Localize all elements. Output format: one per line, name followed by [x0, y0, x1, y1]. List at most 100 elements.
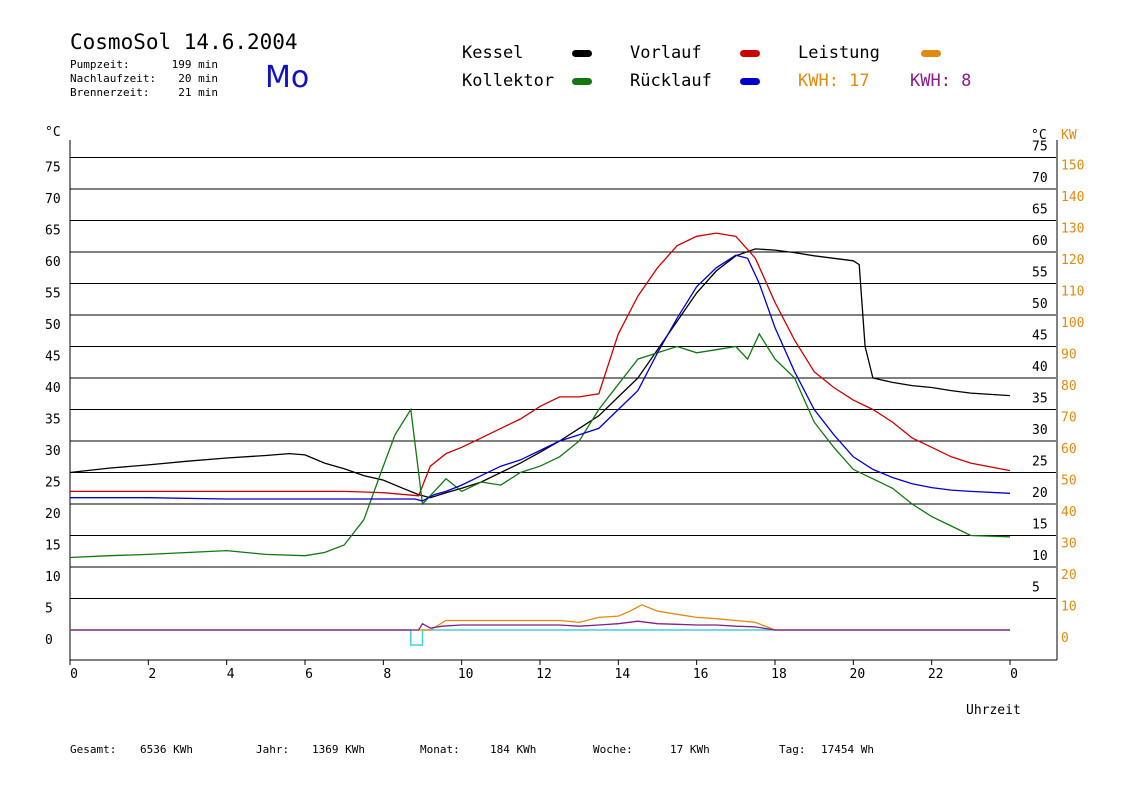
right-kw-tick-label: 140 — [1061, 190, 1084, 205]
right-kw-tick-label: 0 — [1061, 631, 1069, 646]
right-y-tick-label: 65 — [1032, 203, 1048, 218]
right-y-tick-label: 70 — [1032, 171, 1048, 186]
y-tick-label: 10 — [45, 570, 61, 585]
x-tick-label: 16 — [693, 667, 709, 682]
y-tick-label: 30 — [45, 444, 61, 459]
stat-brennerzeit-label: Brennerzeit: — [70, 86, 150, 99]
right-kw-tick-label: 130 — [1061, 222, 1084, 237]
right-kw-tick-label: 20 — [1061, 568, 1077, 583]
legend-kessel-label: Kessel — [462, 43, 524, 63]
right-y-tick-label: 10 — [1032, 549, 1048, 564]
legend-kwh-total: KWH: 17 — [798, 71, 870, 91]
x-tick-label: 10 — [458, 667, 474, 682]
right-kw-tick-label: 60 — [1061, 442, 1077, 457]
stat-nachlaufzeit-value: 20 min — [178, 72, 218, 85]
right-kw-tick-label: 80 — [1061, 379, 1077, 394]
x-tick-label: 8 — [383, 667, 391, 682]
footer-gesamt-value: 6536 KWh — [140, 743, 193, 756]
x-axis-label: Uhrzeit — [966, 703, 1021, 718]
right-kw-tick-label: 30 — [1061, 537, 1077, 552]
x-tick-label: 4 — [227, 667, 235, 682]
y-tick-label: 0 — [45, 633, 53, 648]
right-y-tick-label: 20 — [1032, 486, 1048, 501]
y-tick-label: 25 — [45, 476, 61, 491]
legend-ruecklauf-label: Rücklauf — [630, 71, 712, 91]
right-kw-tick-label: 120 — [1061, 253, 1084, 268]
chart-title: CosmoSol 14.6.2004 — [70, 30, 298, 54]
x-tick-label: 20 — [850, 667, 866, 682]
legend-vorlauf-label: Vorlauf — [630, 43, 702, 63]
y-tick-label: 70 — [45, 192, 61, 207]
y-tick-label: 45 — [45, 350, 61, 365]
right-kw-tick-label: 90 — [1061, 348, 1077, 363]
right-y-tick-label: 25 — [1032, 455, 1048, 470]
legend-kollektor-swatch — [572, 78, 592, 85]
right-kw-tick-label: 100 — [1061, 316, 1084, 331]
footer-woche-label: Woche: — [593, 743, 633, 756]
legend-kessel-swatch — [572, 50, 592, 57]
x-tick-label: 18 — [771, 667, 787, 682]
right-kw-tick-label: 150 — [1061, 159, 1084, 174]
footer-monat-value: 184 KWh — [490, 743, 537, 756]
right-y-tick-label: 45 — [1032, 329, 1048, 344]
footer-gesamt-label: Gesamt: — [70, 743, 117, 756]
y-tick-label: 60 — [45, 255, 61, 270]
right-y-tick-label: 5 — [1032, 581, 1040, 596]
stat-nachlaufzeit-label: Nachlaufzeit: — [70, 72, 157, 85]
legend-vorlauf-swatch — [740, 50, 760, 57]
right-y-tick-label: 55 — [1032, 266, 1048, 281]
right-y-tick-label: 35 — [1032, 392, 1048, 407]
right-y-tick-label: 30 — [1032, 423, 1048, 438]
x-tick-label: 0 — [70, 667, 78, 682]
stat-pumpzeit-label: Pumpzeit: — [70, 58, 130, 71]
series-line-leistung — [70, 604, 1010, 631]
y-tick-label: 55 — [45, 287, 61, 302]
y-tick-label: 40 — [45, 381, 61, 396]
footer-tag-label: Tag: — [779, 743, 806, 756]
stat-pumpzeit-value: 199 min — [171, 58, 218, 71]
footer-jahr-label: Jahr: — [256, 743, 290, 756]
right-kw-tick-label: 10 — [1061, 600, 1077, 615]
footer-jahr-value: 1369 KWh — [312, 743, 365, 756]
y-axis-unit-label: °C — [45, 125, 61, 140]
legend-kwh-secondary: KWH: 8 — [910, 71, 972, 91]
right-axis-unit-label: °C — [1031, 128, 1047, 143]
legend-ruecklauf-swatch — [740, 78, 760, 85]
series-line-kollektor — [69, 332, 1011, 559]
y-tick-label: 15 — [45, 539, 61, 554]
y-tick-label: 50 — [45, 318, 61, 333]
x-tick-label: 0 — [1010, 667, 1018, 682]
legend-kollektor-label: Kollektor — [462, 71, 555, 91]
weekday-label: Mo — [265, 60, 310, 95]
x-tick-label: 2 — [148, 667, 156, 682]
right-kw-tick-label: 40 — [1061, 505, 1077, 520]
right-y-tick-label: 40 — [1032, 360, 1048, 375]
series-line-kessel — [69, 248, 1011, 499]
stat-brennerzeit-value: 21 min — [178, 86, 218, 99]
y-tick-label: 35 — [45, 413, 61, 428]
x-tick-label: 6 — [305, 667, 313, 682]
y-tick-label: 75 — [45, 161, 61, 176]
right-kw-tick-label: 50 — [1061, 474, 1077, 489]
burner-status-line — [70, 629, 1010, 646]
right-kw-tick-label: 110 — [1061, 285, 1084, 300]
footer-tag-value: 17454 Wh — [821, 743, 874, 756]
y-tick-label: 65 — [45, 224, 61, 239]
x-tick-label: 12 — [536, 667, 552, 682]
right-y-tick-label: 15 — [1032, 518, 1048, 533]
footer-woche-value: 17 KWh — [670, 743, 710, 756]
right-kw-tick-label: 70 — [1061, 411, 1077, 426]
right-y-tick-label: 75 — [1032, 140, 1048, 155]
right-y-tick-label: 50 — [1032, 297, 1048, 312]
legend-leistung-label: Leistung — [798, 43, 880, 63]
right-axis-kw-unit-label: KW — [1061, 128, 1077, 143]
x-tick-label: 14 — [615, 667, 631, 682]
y-tick-label: 5 — [45, 602, 53, 617]
right-y-tick-label: 60 — [1032, 234, 1048, 249]
series-line-vorlauf — [70, 232, 1011, 497]
footer-monat-label: Monat: — [420, 743, 460, 756]
x-tick-label: 22 — [928, 667, 944, 682]
y-tick-label: 20 — [45, 507, 61, 522]
series-line-ruecklauf — [70, 254, 1011, 502]
